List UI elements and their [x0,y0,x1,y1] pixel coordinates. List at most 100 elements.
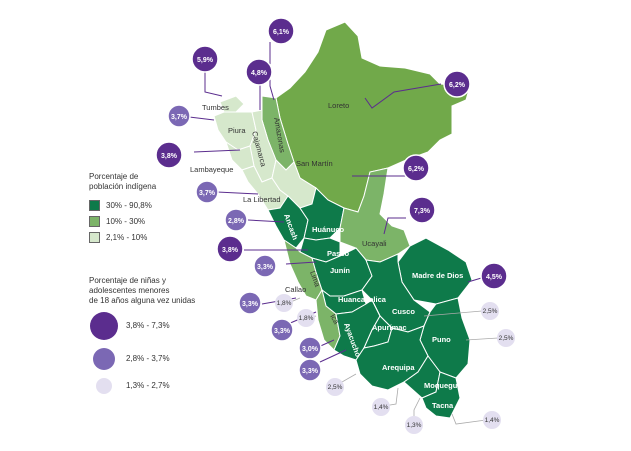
bubble-tumbes [191,45,219,73]
bubble-moquegua-value: 1,3% [407,422,422,429]
label-loreto: Loreto [328,101,349,110]
legend-indigenous-item-mid: 10% - 30% [89,216,145,227]
legend-children-title-line1: Porcentaje de niñas y [89,276,166,285]
bubble-piura [167,104,191,128]
regions-layer [213,21,473,419]
label-tumbes: Tumbes [202,103,229,112]
legend-children-label-mid: 2,8% - 3,7% [126,354,170,363]
label-callao: Callao [285,285,306,294]
legend-circle-high [90,312,118,340]
legend-indigenous-item-low: 2,1% - 10% [89,232,147,243]
legend-children-title-line2: adolescentes menores [89,286,170,295]
label-tacna: Tacna [432,401,454,410]
bubble-junin-value: 1,8% [299,315,314,322]
label-puno: Puno [432,335,451,344]
bubble-arequipa [372,398,390,416]
bubble-ancash-value: 2,8% [228,218,245,225]
region-tacna [421,371,461,419]
label-madre-de-dios-1: Madre de Dios [412,271,463,280]
label-junin: Junín [330,266,350,275]
bubble-san-martin-value: 6,2% [408,166,425,173]
legend-children-item-high: 3,8% - 7,3% [126,321,170,330]
bubble-huanuco [216,235,244,263]
bubble-san-martin [402,154,430,182]
region-tumbes [219,95,245,113]
label-cusco: Cusco [392,307,415,316]
legend-children-label-low: 1,3% - 2,7% [126,381,170,390]
bubble-apurimac-value: 2,5% [328,384,343,391]
legend-children-title: Porcentaje de niñas y adolescentes menor… [89,276,195,306]
bubble-ayacucho [298,358,322,382]
bubble-puno-value: 2,5% [499,335,514,342]
legend-swatch-low [89,232,100,243]
legend-children-circles [90,312,118,394]
bubble-apurimac [326,378,344,396]
legend-indigenous-title-line1: Porcentaje de [89,172,139,181]
legend-indigenous-title-line2: población indígena [89,182,157,191]
bubble-lambayeque [155,141,183,169]
legend-swatch-high [89,200,100,211]
bubble-huanuco-value: 3,8% [222,247,239,254]
bubble-cusco [481,302,499,320]
bubble-moquegua [405,416,423,434]
label-pasco: Pasco [327,249,350,258]
bubbles-layer: 5,9% 6,1% 4,8% 6,2% 3,8% 6,2% 7,3% 3,8% … [155,17,515,434]
label-huanuco: Huánuco [312,225,345,234]
legend-circle-mid [93,348,115,370]
bubble-junin [297,309,315,327]
legend-children-label-high: 3,8% - 7,3% [126,321,170,330]
legend-swatch-mid [89,216,100,227]
bubble-pasco-value: 3,3% [257,264,274,271]
bubble-ucayali [408,196,436,224]
legend-children-title-line3: de 18 años alguna vez unidas [89,296,196,305]
legend-indigenous-item-high: 30% - 90,8% [89,200,152,211]
bubble-cusco-value: 2,5% [483,308,498,315]
bubble-tumbes-value: 5,9% [197,57,214,64]
bubble-lambayeque-value: 3,8% [161,153,178,160]
bubble-lima-value: 3,3% [242,301,259,308]
label-apurimac: Apurímac [372,323,407,332]
bubble-huancavelica [270,318,294,342]
bubble-lima [238,291,262,315]
legend-indigenous-title: Porcentaje de población indígena [89,172,156,192]
bubble-ica-value: 3,0% [302,346,319,353]
legend-circle-low [96,378,112,394]
legend-children-item-mid: 2,8% - 3,7% [126,354,170,363]
label-ucayali: Ucayali [362,239,387,248]
label-lambayeque: Lambayeque [190,165,233,174]
bubble-la-libertad [195,180,219,204]
bubble-loreto [443,70,471,98]
bubble-tacna [483,411,501,429]
bubble-huancavelica-value: 3,3% [274,328,291,335]
bubble-ucayali-value: 7,3% [414,208,431,215]
leader-lines [180,42,489,363]
label-san-martin: San Martín [296,159,333,168]
bubble-callao-value: 1,8% [277,300,292,307]
bubble-ancash [224,208,248,232]
bubble-madre-de-dios [480,262,508,290]
bubble-puno [497,329,515,347]
legend-indigenous-label-mid: 10% - 30% [106,217,146,226]
legend-indigenous-label-high: 30% - 90,8% [106,201,152,210]
bubble-amazonas [267,17,295,45]
bubble-pasco [253,254,277,278]
label-arequipa: Arequipa [382,363,415,372]
label-piura: Piura [228,126,246,135]
bubble-cajamarca-value: 4,8% [251,70,268,77]
bubble-loreto-value: 6,2% [449,82,466,89]
region-ucayali [339,167,411,263]
bubble-tacna-value: 1,4% [485,417,500,424]
region-arequipa [355,325,429,391]
bubble-ayacucho-value: 3,3% [302,368,319,375]
label-la-libertad: La Libertad [243,195,281,204]
bubble-madre-de-dios-value: 4,5% [486,274,503,281]
bubble-amazonas-value: 6,1% [273,29,290,36]
bubble-piura-value: 3,7% [171,114,188,121]
bubble-arequipa-value: 1,4% [374,404,389,411]
legend-indigenous-label-low: 2,1% - 10% [106,233,148,242]
label-huancavelica: Huancavelica [338,295,387,304]
bubble-cajamarca [245,58,273,86]
legend-children-item-low: 1,3% - 2,7% [126,381,170,390]
bubble-callao [275,294,293,312]
